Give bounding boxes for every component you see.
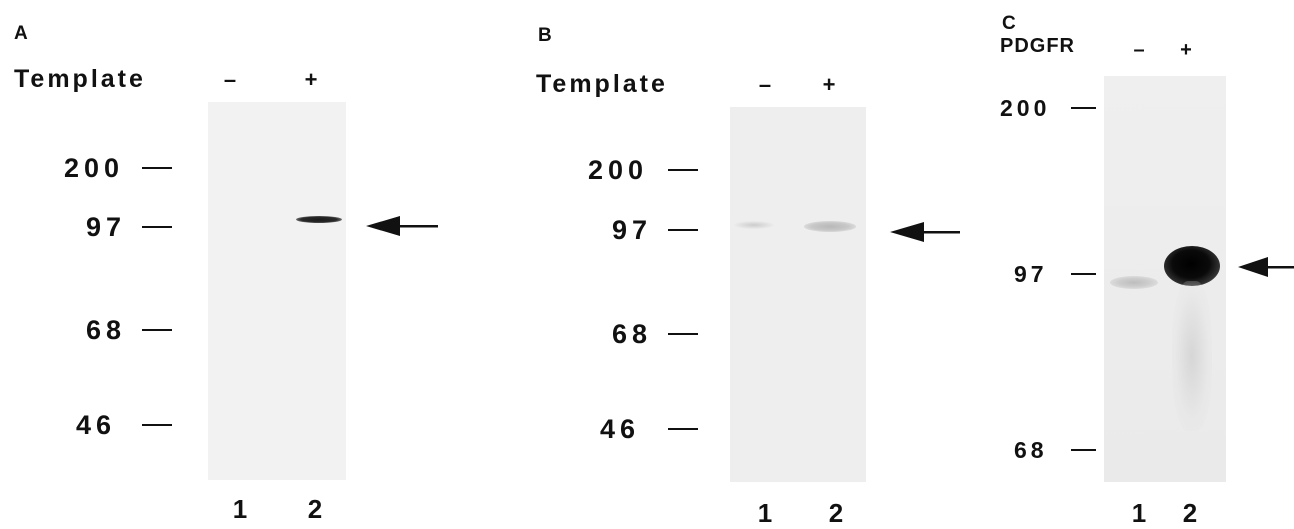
band-lane-1 — [734, 221, 774, 229]
minus-label: – — [758, 72, 772, 97]
panel-a: A Template – + 200 97 68 46 1 2 — [0, 0, 440, 529]
condition-label: Template — [14, 65, 146, 93]
marker-tick — [142, 226, 172, 228]
marker-97: 97 — [1014, 261, 1048, 287]
marker-tick — [1071, 107, 1096, 109]
lane-number-1: 1 — [232, 494, 248, 524]
marker-200: 200 — [588, 155, 649, 185]
panel-b: B Template – + 200 97 68 46 1 2 — [440, 0, 960, 529]
band-lane-2 — [1164, 246, 1220, 286]
left-arrow-icon — [890, 222, 960, 242]
marker-68: 68 — [612, 319, 653, 349]
smear-lane-2 — [1172, 281, 1212, 431]
marker-tick — [668, 169, 698, 171]
gel-blot — [730, 107, 866, 482]
panel-letter: C — [1002, 13, 1016, 34]
marker-tick — [668, 333, 698, 335]
marker-46: 46 — [600, 414, 641, 444]
marker-68: 68 — [1014, 437, 1048, 463]
condition-label: Template — [536, 70, 668, 98]
condition-label: PDGFR — [1000, 35, 1075, 57]
lane-number-2: 2 — [828, 498, 844, 528]
marker-tick — [668, 428, 698, 430]
marker-tick — [1071, 273, 1096, 275]
marker-tick — [142, 424, 172, 426]
marker-tick — [668, 229, 698, 231]
plus-label: + — [1180, 39, 1192, 61]
band-lane-2 — [296, 216, 342, 223]
panel-letter: B — [538, 25, 552, 46]
marker-200: 200 — [64, 153, 125, 183]
marker-200: 200 — [1000, 95, 1051, 121]
minus-label: – — [223, 67, 237, 92]
lane-number-1: 1 — [1131, 498, 1147, 528]
panel-letter: A — [14, 23, 28, 44]
marker-tick — [1071, 449, 1096, 451]
plus-label: + — [822, 72, 836, 97]
plus-label: + — [304, 67, 318, 92]
band-lane-2 — [804, 221, 856, 232]
lane-number-1: 1 — [757, 498, 773, 528]
marker-97: 97 — [612, 215, 653, 245]
lane-number-2: 2 — [1182, 498, 1198, 528]
gel-blot — [208, 102, 346, 480]
left-arrow-icon — [1238, 257, 1294, 277]
gel-blot — [1104, 76, 1226, 482]
left-arrow-icon — [366, 216, 438, 236]
panel-c: C PDGFR – + 200 97 68 1 2 — [960, 0, 1294, 529]
marker-tick — [142, 329, 172, 331]
band-lane-1 — [1110, 276, 1158, 289]
marker-46: 46 — [76, 410, 117, 440]
marker-68: 68 — [86, 315, 127, 345]
marker-tick — [142, 167, 172, 169]
minus-label: – — [1133, 39, 1145, 61]
lane-number-2: 2 — [307, 494, 323, 524]
marker-97: 97 — [86, 212, 127, 242]
